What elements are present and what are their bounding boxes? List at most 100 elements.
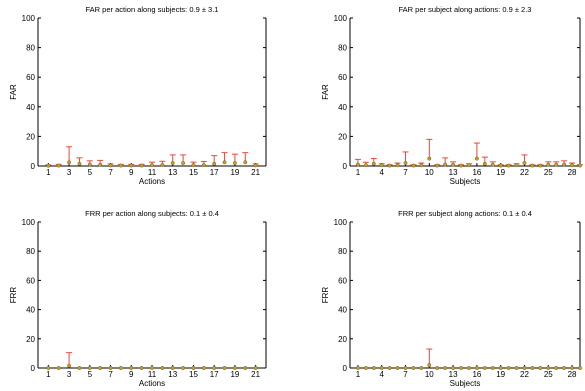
data-point — [56, 163, 61, 168]
data-point — [56, 366, 61, 370]
x-tick-label: 19 — [496, 168, 505, 177]
x-tick-label: 16 — [472, 370, 481, 379]
data-point — [419, 366, 424, 370]
data-point — [538, 366, 543, 370]
data-point — [98, 162, 103, 167]
data-point — [554, 162, 559, 167]
y-tick-label: 20 — [26, 335, 35, 344]
data-point — [562, 162, 567, 167]
data-point — [181, 366, 186, 370]
data-point — [443, 162, 448, 167]
data-point — [371, 161, 376, 166]
data-point — [118, 163, 123, 168]
x-tick-label: 17 — [210, 168, 219, 177]
data-point — [160, 366, 165, 370]
data-point — [451, 162, 456, 167]
data-point — [498, 366, 503, 370]
data-point — [514, 163, 519, 168]
y-tick-label: 40 — [26, 103, 35, 112]
data-point — [570, 163, 575, 168]
data-point — [546, 366, 551, 370]
data-point — [129, 366, 134, 370]
x-tick-label: 5 — [88, 370, 93, 379]
data-point — [232, 161, 237, 165]
data-point — [474, 366, 479, 370]
chart-title: FRR per action along subjects: 0.1 ± 0.4 — [85, 209, 219, 218]
chart-title: FAR per subject along actions: 0.9 ± 2.3 — [399, 5, 532, 14]
data-point — [98, 366, 103, 370]
y-tick-label: 100 — [334, 14, 348, 23]
data-point — [578, 366, 582, 370]
data-point — [387, 163, 392, 168]
data-point — [435, 366, 440, 370]
data-point — [459, 366, 463, 370]
x-tick-label: 11 — [148, 168, 157, 177]
y-tick-label: 100 — [22, 14, 36, 23]
data-point — [467, 163, 471, 168]
x-tick-label: 3 — [67, 370, 72, 379]
y-tick-label: 60 — [26, 73, 35, 82]
data-point — [522, 366, 527, 370]
x-tick-label: 10 — [425, 168, 434, 177]
x-tick-label: 17 — [210, 370, 219, 379]
y-tick-label: 80 — [338, 247, 347, 256]
data-point — [506, 366, 511, 370]
y-tick-label: 0 — [343, 364, 348, 373]
x-tick-label: 7 — [108, 168, 113, 177]
chart-title: FRR per subject along actions: 0.1 ± 0.4 — [398, 209, 532, 218]
y-tick-label: 60 — [26, 276, 35, 285]
chart-frr-subjects: FRR per subject along actions: 0.1 ± 0.4… — [321, 209, 582, 388]
data-point — [191, 366, 196, 370]
x-tick-label: 15 — [189, 370, 198, 379]
x-tick-label: 21 — [251, 370, 260, 379]
y-tick-label: 0 — [31, 162, 36, 171]
x-axis-label: Subjects — [450, 177, 481, 186]
data-point — [243, 366, 248, 370]
x-tick-label: 15 — [189, 168, 198, 177]
data-point — [443, 366, 448, 370]
data-point — [253, 163, 258, 168]
data-point — [363, 163, 368, 168]
x-tick-label: 9 — [129, 168, 134, 177]
x-tick-label: 13 — [168, 370, 177, 379]
data-point — [67, 363, 72, 368]
y-axis-label: FAR — [321, 84, 330, 100]
data-point — [181, 161, 186, 165]
x-tick-label: 13 — [449, 168, 458, 177]
x-tick-label: 13 — [168, 168, 177, 177]
data-point — [427, 156, 432, 161]
chart-title: FAR per action along subjects: 0.9 ± 3.1 — [86, 5, 219, 14]
data-point — [395, 163, 400, 168]
y-tick-label: 80 — [338, 44, 347, 53]
data-point — [253, 366, 258, 370]
data-point — [451, 366, 456, 370]
data-point — [129, 163, 134, 168]
x-tick-label: 1 — [356, 168, 361, 177]
y-tick-label: 100 — [334, 218, 348, 227]
x-tick-label: 16 — [472, 168, 481, 177]
data-point — [201, 163, 206, 168]
data-point — [232, 366, 237, 370]
x-tick-label: 21 — [251, 168, 260, 177]
chart-far-actions: FAR per action along subjects: 0.9 ± 3.1… — [9, 5, 267, 186]
y-tick-label: 40 — [26, 306, 35, 315]
x-tick-label: 13 — [449, 370, 458, 379]
data-point — [379, 163, 384, 168]
data-point — [243, 160, 248, 165]
y-tick-label: 20 — [338, 132, 347, 141]
x-tick-label: 25 — [544, 370, 553, 379]
data-point — [411, 366, 416, 370]
data-point — [87, 162, 92, 167]
data-point — [77, 366, 82, 370]
data-point — [371, 366, 376, 370]
x-tick-label: 22 — [520, 370, 529, 379]
data-point — [514, 366, 519, 370]
data-point — [150, 366, 154, 370]
data-point — [355, 366, 360, 370]
data-point — [554, 366, 559, 370]
y-tick-label: 40 — [338, 103, 347, 112]
x-tick-label: 3 — [67, 168, 72, 177]
data-point — [403, 366, 408, 370]
x-axis-label: Actions — [139, 177, 165, 186]
data-point — [387, 366, 392, 370]
